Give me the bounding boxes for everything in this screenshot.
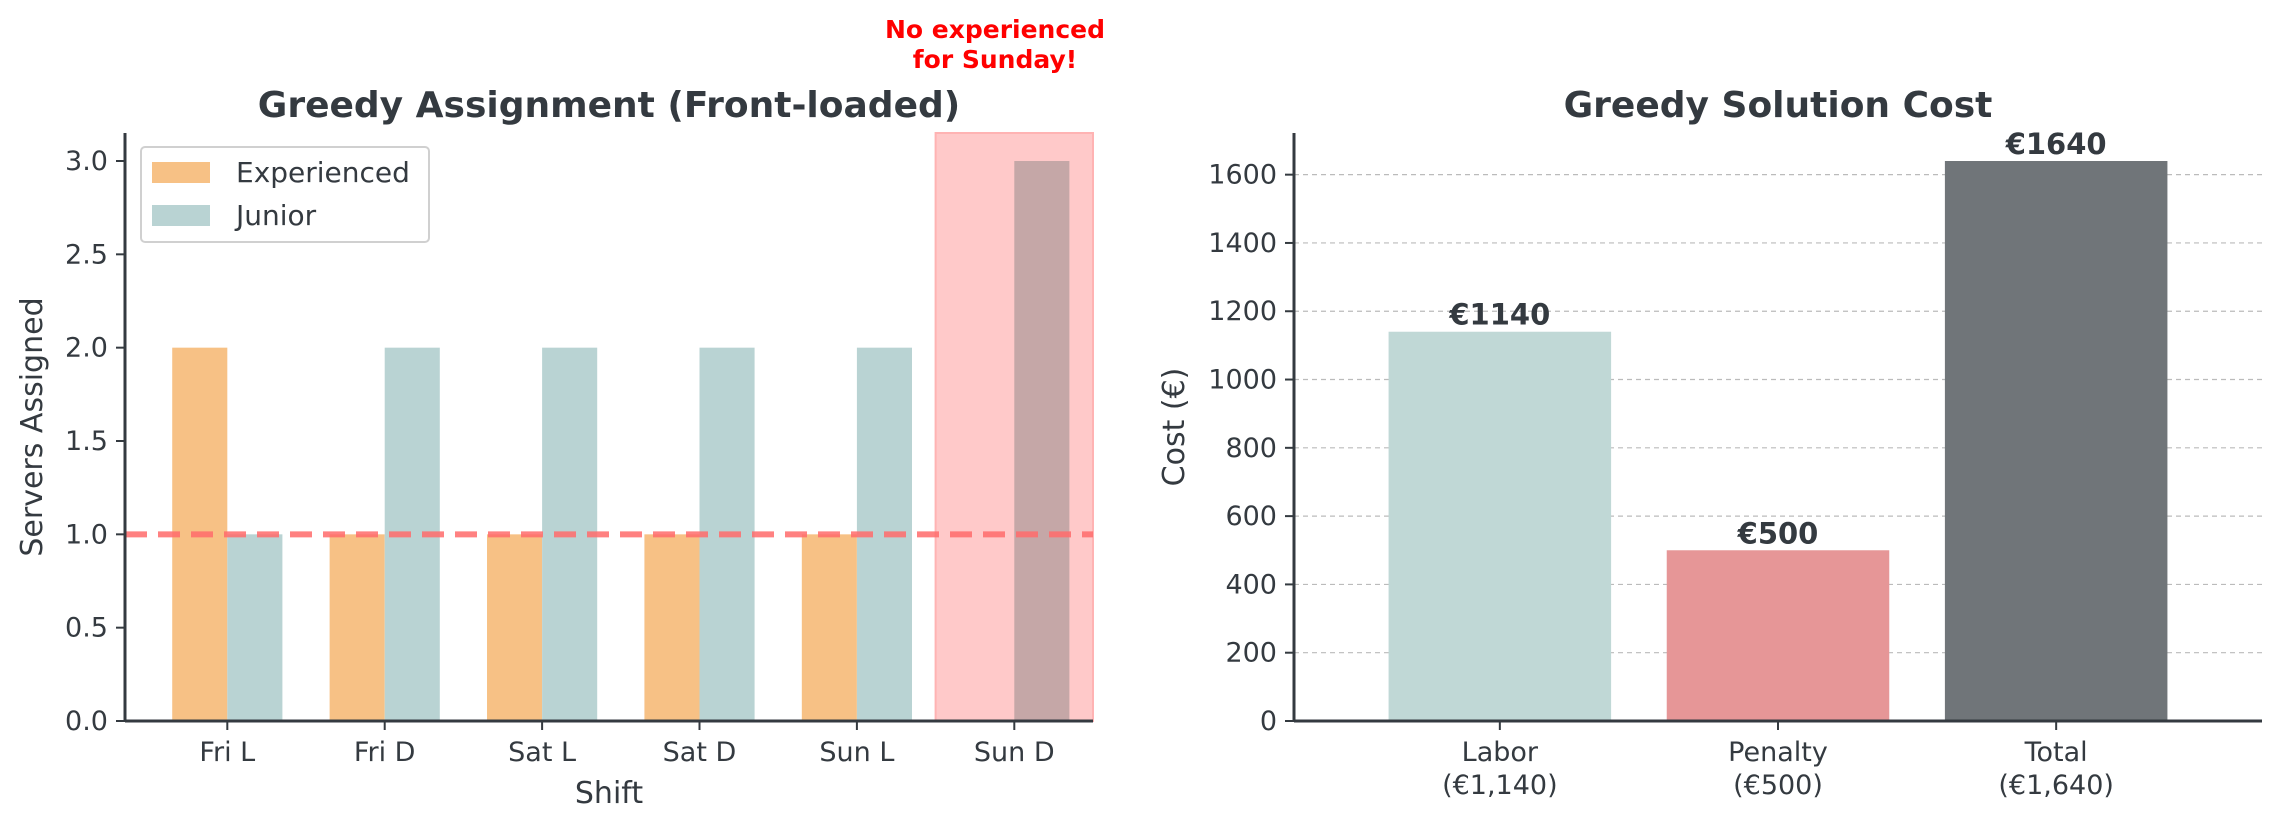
- y-tick-label: 1400: [1208, 228, 1277, 259]
- x-tick-label: Sat L: [508, 737, 576, 768]
- legend-box: [140, 146, 430, 243]
- bar-total: [1944, 161, 2168, 721]
- left-chart-title: Greedy Assignment (Front-loaded): [258, 85, 960, 126]
- y-tick-label: 1.0: [65, 519, 108, 550]
- legend: Experienced Junior: [140, 146, 430, 243]
- left-y-ticks: 0.0 0.5 1.0 1.5 2.0 2.5 3.0: [65, 146, 125, 737]
- bar-labor: [1388, 331, 1612, 721]
- left-x-ticks: Fri L Fri D Sat L Sat D Sun L Sun D: [199, 721, 1055, 768]
- left-y-axis-label: Servers Assigned: [15, 297, 50, 556]
- x-tick-label: Labor: [1462, 737, 1539, 768]
- y-tick-label: 2.0: [65, 333, 108, 364]
- legend-label-junior: Junior: [234, 199, 317, 232]
- bar-experienced-sun-l: [801, 534, 857, 721]
- bar-experienced-sat-l: [487, 534, 543, 721]
- y-tick-label: 1200: [1208, 296, 1277, 327]
- y-tick-label: 2.5: [65, 239, 108, 270]
- y-tick-label: 600: [1225, 501, 1277, 532]
- y-tick-label: 1600: [1208, 160, 1277, 191]
- x-tick-label: Sat D: [663, 737, 737, 768]
- y-tick-label: 3.0: [65, 146, 108, 177]
- x-tick-sublabel: (€1,640): [1998, 770, 2114, 801]
- x-tick-label: Fri D: [354, 737, 416, 768]
- legend-label-experienced: Experienced: [236, 156, 410, 189]
- x-tick-label: Total: [2024, 737, 2088, 768]
- y-tick-label: 200: [1225, 638, 1277, 669]
- y-tick-label: 0.5: [65, 613, 108, 644]
- y-tick-label: 800: [1225, 433, 1277, 464]
- left-x-axis-label: Shift: [575, 776, 643, 811]
- x-tick-label: Sun L: [819, 737, 894, 768]
- value-label-penalty: €500: [1737, 516, 1819, 550]
- y-tick-label: 0.0: [65, 706, 108, 737]
- right-bars: €1140 €500 €1640: [1388, 127, 2168, 721]
- annotation-line-2: for Sunday!: [913, 45, 1077, 74]
- x-tick-sublabel: (€500): [1733, 770, 1823, 801]
- y-tick-label: 1000: [1208, 365, 1277, 396]
- y-tick-label: 0: [1260, 706, 1277, 737]
- bar-penalty: [1666, 550, 1890, 721]
- bar-junior-sun-d: [1014, 161, 1070, 721]
- x-tick-label: Fri L: [199, 737, 255, 768]
- y-tick-label: 400: [1225, 569, 1277, 600]
- value-label-total: €1640: [2005, 127, 2107, 161]
- bar-experienced-fri-d: [329, 534, 385, 721]
- bar-junior-fri-l: [227, 534, 283, 721]
- annotation-line-1: No experienced: [885, 15, 1105, 44]
- right-y-ticks: 0 200 400 600 800 1000 1200 1400 1600: [1208, 160, 1294, 737]
- right-x-ticks: Labor(€1,140) Penalty(€500) Total(€1,640): [1442, 721, 2114, 801]
- bar-experienced-sat-d: [644, 534, 700, 721]
- legend-swatch-junior: [152, 205, 210, 226]
- x-tick-label: Sun D: [974, 737, 1055, 768]
- right-y-axis-label: Cost (€): [1157, 368, 1192, 487]
- y-tick-label: 1.5: [65, 426, 108, 457]
- left-chart: 0.0 0.5 1.0 1.5 2.0 2.5 3.0 Fri L Fri D Sat L Sat…: [15, 15, 1105, 811]
- value-label-labor: €1140: [1448, 298, 1550, 332]
- x-tick-sublabel: (€1,140): [1442, 770, 1558, 801]
- legend-swatch-experienced: [152, 162, 210, 183]
- x-tick-label: Penalty: [1728, 737, 1828, 768]
- right-chart: €1140 €500 €1640 0 200 400 600 800 1000 1200 1400…: [1157, 85, 2262, 801]
- right-chart-title: Greedy Solution Cost: [1564, 85, 1993, 126]
